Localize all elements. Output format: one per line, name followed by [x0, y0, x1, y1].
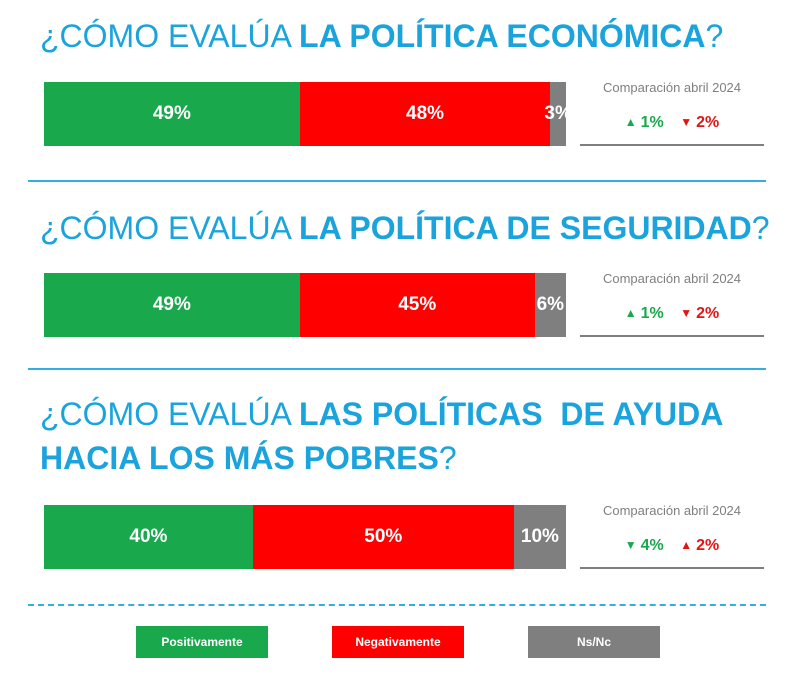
bar-question-2: 49% 45% 6% [44, 273, 566, 337]
data-label: 10% [520, 526, 559, 547]
seg-positivamente: 40% [44, 505, 253, 569]
comparison-item: ▼ 2% [680, 114, 719, 132]
triangle-up-icon: ▲ [680, 538, 693, 552]
legend-divider [28, 604, 766, 606]
triangle-up-icon: ▲ [624, 115, 637, 129]
triangle-down-icon: ▼ [624, 538, 637, 552]
question-2-title-suffix: ? [751, 210, 770, 246]
comparison-panel-3: Comparación abril 2024 ▼ 4% ▲ 2% [580, 503, 764, 569]
question-1-title: ¿CÓMO EVALÚA LA POLÍTICA ECONÓMICA? [40, 14, 723, 58]
comparison-label-1: Comparación abril 2024 [602, 80, 742, 95]
comparison-value: 1% [640, 305, 664, 322]
question-2-title: ¿CÓMO EVALÚA LA POLÍTICA DE SEGURIDAD? [40, 206, 770, 250]
triangle-down-icon: ▼ [680, 306, 693, 320]
data-label: 48% [406, 103, 445, 124]
comparison-panel-1: Comparación abril 2024 ▲ 1% ▼ 2% [580, 80, 764, 146]
comparison-item: ▲ 2% [680, 537, 719, 555]
question-3-title-prefix: ¿CÓMO EVALÚA [40, 396, 300, 432]
comparison-panel-2: Comparación abril 2024 ▲ 1% ▼ 2% [580, 271, 764, 337]
comparison-item: ▲ 1% [625, 114, 664, 132]
triangle-down-icon: ▼ [680, 115, 693, 129]
comparison-label-3: Comparación abril 2024 [602, 503, 742, 518]
question-1-title-suffix: ? [705, 18, 724, 54]
data-label: 40% [129, 526, 168, 547]
bar-question-1: 49% 48% 3% [44, 82, 572, 146]
comparison-value: 1% [640, 114, 664, 131]
question-3-title-bold-2: HACIA LOS MÁS POBRES [40, 440, 439, 476]
seg-ns-nc: 3% [544, 82, 572, 146]
question-1-title-bold: LA POLÍTICA ECONÓMICA [299, 18, 706, 54]
question-3-title: ¿CÓMO EVALÚA LAS POLÍTICAS DE AYUDA [40, 392, 723, 436]
question-1-title-prefix: ¿CÓMO EVALÚA [40, 18, 300, 54]
comparison-values-1: ▲ 1% ▼ 2% [580, 114, 764, 132]
section-divider-2 [28, 368, 766, 370]
comparison-value: 2% [696, 305, 720, 322]
seg-positivamente: 49% [44, 273, 300, 337]
bar-question-3: 40% 50% 10% [44, 505, 566, 569]
comparison-item: ▼ 4% [625, 537, 664, 555]
question-3-title-suffix: ? [438, 440, 457, 476]
comparison-value: 2% [696, 537, 720, 554]
triangle-up-icon: ▲ [624, 306, 637, 320]
legend-negativamente: Negativamente [332, 626, 464, 658]
question-3-title-bold: LAS POLÍTICAS DE AYUDA [299, 396, 724, 432]
seg-positivamente: 49% [44, 82, 300, 146]
comparison-label-2: Comparación abril 2024 [602, 271, 742, 286]
seg-ns-nc: 6% [534, 273, 566, 337]
comparison-value: 4% [640, 537, 664, 554]
question-2-title-prefix: ¿CÓMO EVALÚA [40, 210, 300, 246]
data-label: 45% [398, 294, 437, 315]
question-2-title-bold: LA POLÍTICA DE SEGURIDAD [299, 210, 752, 246]
data-label: 6% [536, 294, 565, 315]
legend-positivamente: Positivamente [136, 626, 268, 658]
comparison-item: ▲ 1% [625, 305, 664, 323]
seg-negativamente: 50% [252, 505, 514, 569]
legend-ns-nc: Ns/Nc [528, 626, 660, 658]
seg-negativamente: 45% [299, 273, 535, 337]
data-label: 49% [152, 294, 191, 315]
seg-ns-nc: 10% [513, 505, 566, 569]
data-label: 50% [364, 526, 403, 547]
question-3-title-line-2: HACIA LOS MÁS POBRES? [40, 436, 457, 480]
data-label: 49% [152, 103, 191, 124]
section-divider-1 [28, 180, 766, 182]
data-label: 3% [544, 103, 572, 124]
seg-negativamente: 48% [299, 82, 551, 146]
comparison-value: 2% [696, 114, 720, 131]
comparison-values-2: ▲ 1% ▼ 2% [580, 305, 764, 323]
comparison-values-3: ▼ 4% ▲ 2% [580, 537, 764, 555]
comparison-item: ▼ 2% [680, 305, 719, 323]
